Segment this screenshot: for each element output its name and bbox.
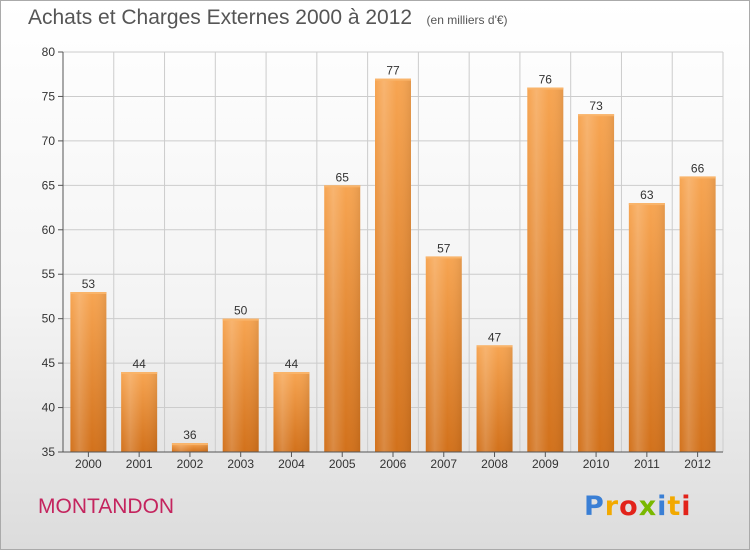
bar-shine: [628, 203, 665, 452]
x-tick-label: 2004: [278, 457, 305, 471]
data-label: 50: [234, 304, 248, 318]
data-label: 65: [336, 170, 350, 184]
data-label: 76: [539, 73, 553, 87]
commune-name: MONTANDON: [38, 495, 175, 518]
logo-letter: r: [604, 491, 620, 522]
bar-shine: [171, 443, 208, 452]
bar-shine: [527, 87, 564, 453]
logo-letter: x: [638, 491, 658, 522]
bar-top-edge: [375, 78, 411, 81]
x-tick-label: 2009: [532, 457, 559, 471]
x-tick-label: 2005: [329, 457, 356, 471]
logo-letter: i: [681, 491, 692, 522]
bar-shine: [578, 114, 615, 452]
data-label: 73: [589, 99, 603, 113]
data-label: 63: [640, 188, 654, 202]
x-tick-label: 2003: [227, 457, 254, 471]
y-tick-label: 35: [42, 445, 56, 459]
y-tick-label: 40: [42, 401, 56, 415]
y-tick-label: 45: [42, 356, 56, 370]
bar-shine: [70, 292, 107, 452]
x-tick-label: 2011: [634, 457, 660, 471]
bar-shine: [324, 185, 361, 453]
bars: [70, 78, 716, 453]
logo-letter: t: [667, 491, 682, 522]
bar-shine: [273, 372, 310, 452]
bar-top-edge: [324, 185, 361, 188]
y-tick-label: 70: [42, 134, 56, 148]
bar-shine: [425, 256, 462, 452]
x-tick-label: 2001: [126, 457, 153, 471]
bar-shine: [121, 372, 158, 452]
data-label: 36: [183, 428, 197, 442]
axes: 35 40 45 50 55 60 65 70 75 80 2000 2001 2002 2003 2004…: [42, 45, 723, 471]
bar-top-edge: [171, 443, 208, 446]
bar-top-edge: [121, 372, 158, 374]
y-tick-label: 80: [42, 45, 56, 59]
x-tick-label: 2012: [684, 457, 711, 471]
x-tick-label: 2008: [481, 457, 508, 471]
bar-top-edge: [679, 176, 716, 179]
data-label: 44: [285, 357, 299, 371]
chart-unit: (en milliers d'€): [426, 13, 508, 27]
logo-letter: P: [584, 491, 605, 522]
bar-top-edge: [273, 372, 310, 374]
y-tick-label: 60: [42, 223, 56, 237]
bar-top-edge: [628, 203, 665, 206]
logo-letter: i: [657, 491, 668, 522]
data-label: 77: [386, 64, 400, 78]
x-tick-label: 2000: [75, 457, 102, 471]
data-label: 44: [132, 357, 146, 371]
y-tick-label: 50: [42, 312, 56, 326]
x-tick-label: 2006: [380, 457, 407, 471]
bar-top-edge: [425, 256, 462, 259]
data-label: 53: [82, 277, 96, 291]
x-tick-label: 2010: [583, 457, 610, 471]
bar-top-edge: [527, 87, 564, 90]
chart-title: Achats et Charges Externes 2000 à 2012: [28, 6, 413, 29]
y-tick-label: 65: [42, 178, 56, 192]
y-tick-label: 55: [42, 267, 56, 281]
x-tick-label: 2002: [177, 457, 204, 471]
bar-shine: [222, 318, 259, 452]
title-row: Achats et Charges Externes 2000 à 2012 (…: [28, 6, 508, 30]
bar-shine: [476, 345, 513, 452]
data-labels: 53 44 36 50 44 65 77 57 47 76 73 63 66: [82, 64, 705, 442]
bar-top-edge: [70, 292, 107, 294]
proxiti-logo: Proxiti: [584, 491, 692, 522]
bar-top-edge: [222, 318, 259, 321]
bar-top-edge: [578, 114, 615, 117]
bar-top-edge: [476, 345, 513, 348]
logo-letter: o: [619, 491, 639, 522]
data-label: 47: [488, 330, 502, 344]
y-tick-label: 75: [42, 89, 56, 103]
data-label: 57: [437, 241, 451, 255]
bar-shine: [375, 78, 411, 453]
data-label: 66: [691, 161, 705, 175]
bar-shine: [679, 176, 716, 452]
x-tick-label: 2007: [430, 457, 457, 471]
